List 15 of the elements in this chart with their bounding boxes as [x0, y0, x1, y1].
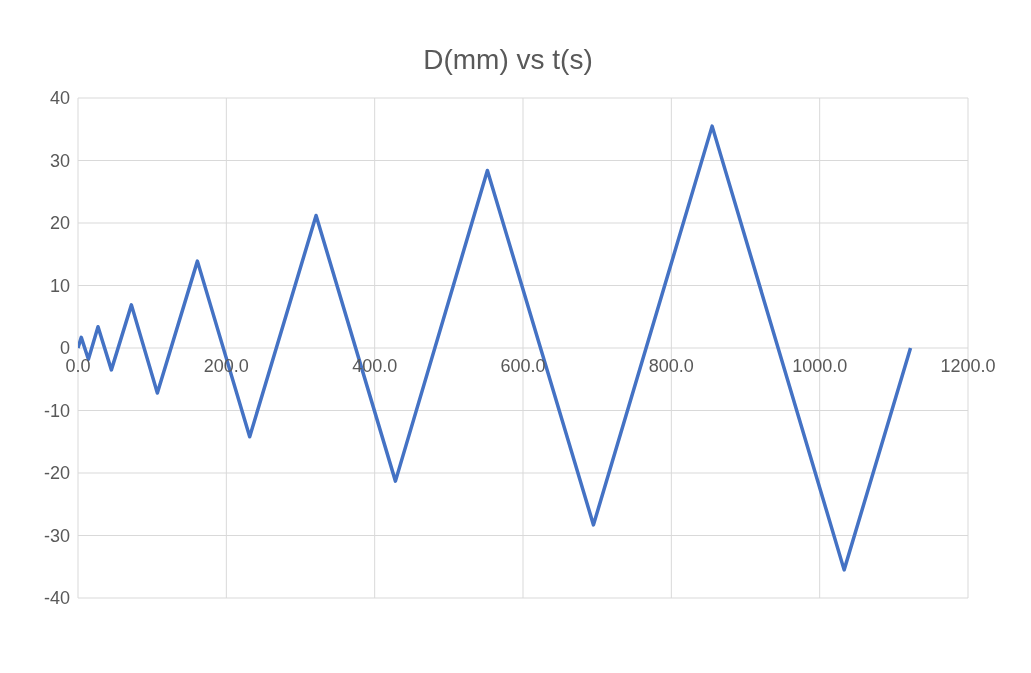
x-tick-label: 1000.0	[792, 356, 848, 376]
y-tick-label: 30	[49, 150, 70, 171]
y-tick-label: -30	[43, 525, 70, 546]
y-tick-label: -10	[43, 400, 70, 421]
x-tick-label: 1200.0	[940, 356, 996, 376]
y-tick-label: -40	[43, 588, 70, 609]
y-tick-label: 10	[49, 275, 70, 296]
y-tick-label: 0	[59, 338, 70, 359]
y-tick-label: 40	[49, 88, 70, 109]
y-tick-label: 20	[49, 213, 70, 234]
y-tick-label: -20	[43, 463, 70, 484]
x-tick-label: 600.0	[500, 356, 546, 376]
x-tick-label: 800.0	[648, 356, 694, 376]
chart-title: D(mm) vs t(s)	[422, 44, 594, 76]
x-tick-label: 0.0	[65, 356, 91, 376]
